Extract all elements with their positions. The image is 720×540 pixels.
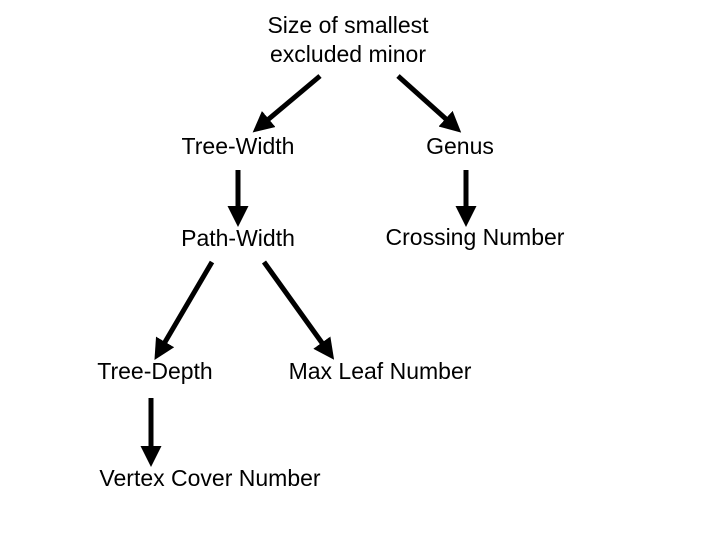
- node-genus: Genus: [426, 132, 494, 161]
- edge-root-to-genus: [398, 76, 456, 128]
- node-vertex-cover: Vertex Cover Number: [99, 464, 320, 493]
- node-root: Size of smallest excluded minor: [267, 11, 428, 69]
- edge-path-width-to-tree-depth: [158, 262, 212, 354]
- edge-root-to-tree-width: [258, 76, 320, 128]
- node-path-width: Path-Width: [181, 224, 295, 253]
- edge-path-width-to-max-leaf-number: [264, 262, 330, 354]
- node-crossing-number: Crossing Number: [386, 223, 565, 252]
- node-max-leaf-number: Max Leaf Number: [289, 357, 472, 386]
- node-tree-width: Tree-Width: [182, 132, 295, 161]
- diagram-edges: [0, 0, 720, 540]
- node-tree-depth: Tree-Depth: [97, 357, 212, 386]
